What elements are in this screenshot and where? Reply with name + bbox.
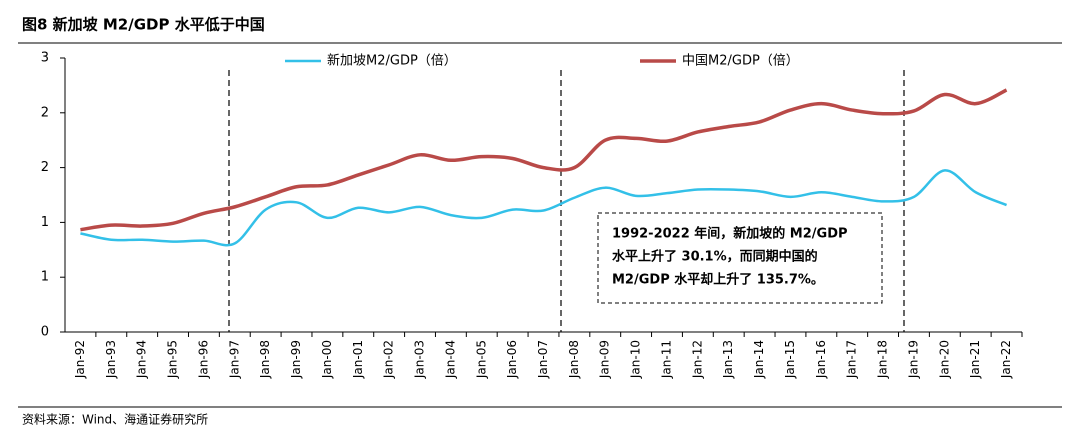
x-tick-label: Jan-00	[320, 340, 334, 379]
x-tick-label: Jan-11	[659, 340, 673, 379]
x-tick-label: Jan-06	[505, 340, 519, 379]
x-tick-label: Jan-94	[135, 340, 149, 379]
x-tick-label: Jan-07	[536, 340, 550, 379]
x-tick-label: Jan-14	[752, 340, 766, 379]
series-line	[80, 169, 1008, 247]
x-tick-label: Jan-01	[351, 340, 365, 379]
x-tick-label: Jan-19	[906, 340, 920, 379]
x-tick-label: Jan-95	[166, 340, 180, 379]
x-tick-label: Jan-16	[814, 340, 828, 379]
annotation-text: M2/GDP 水平却上升了 135.7%。	[612, 272, 824, 288]
x-tick-label: Jan-17	[845, 340, 859, 379]
annotation-text: 1992-2022 年间，新加坡的 M2/GDP	[612, 226, 848, 242]
x-tick-label: Jan-05	[474, 340, 488, 379]
x-tick-label: Jan-97	[227, 340, 241, 379]
y-tick-label: 2	[41, 160, 49, 175]
y-tick-label: 1	[41, 270, 49, 285]
legend-label: 中国M2/GDP（倍）	[682, 54, 799, 69]
source: 资料来源：Wind、海通证券研究所	[22, 412, 208, 427]
x-tick-label: Jan-96	[196, 340, 210, 379]
x-tick-label: Jan-10	[629, 340, 643, 379]
x-tick-label: Jan-03	[413, 340, 427, 379]
x-tick-label: Jan-21	[968, 340, 982, 379]
series-line	[80, 88, 1008, 232]
x-tick-label: Jan-13	[721, 340, 735, 379]
annotation-box	[597, 212, 883, 304]
x-tick-label: Jan-02	[382, 340, 396, 379]
x-tick-label: Jan-20	[937, 340, 951, 379]
y-tick-label: 1	[41, 215, 49, 230]
y-tick-label: 2	[41, 105, 49, 120]
y-tick-label: 3	[41, 51, 49, 66]
chart-title: 图8 新加坡 M2/GDP 水平低于中国	[22, 16, 265, 34]
x-tick-label: Jan-98	[258, 340, 272, 379]
x-tick-label: Jan-92	[73, 340, 87, 379]
x-tick-label: Jan-99	[289, 340, 303, 379]
x-tick-label: Jan-93	[104, 340, 118, 379]
legend-label: 新加坡M2/GDP（倍）	[327, 53, 457, 69]
x-tick-label: Jan-15	[783, 340, 797, 379]
x-tick-label: Jan-12	[690, 340, 704, 379]
x-tick-label: Jan-18	[876, 340, 890, 379]
annotation-text: 水平上升了 30.1%，而同期中国的	[612, 249, 818, 265]
x-tick-label: Jan-08	[567, 340, 581, 379]
x-tick-label: Jan-04	[443, 340, 457, 379]
x-tick-label: Jan-09	[598, 340, 612, 379]
x-tick-label: Jan-22	[999, 340, 1013, 379]
y-tick-label: 0	[41, 325, 49, 340]
